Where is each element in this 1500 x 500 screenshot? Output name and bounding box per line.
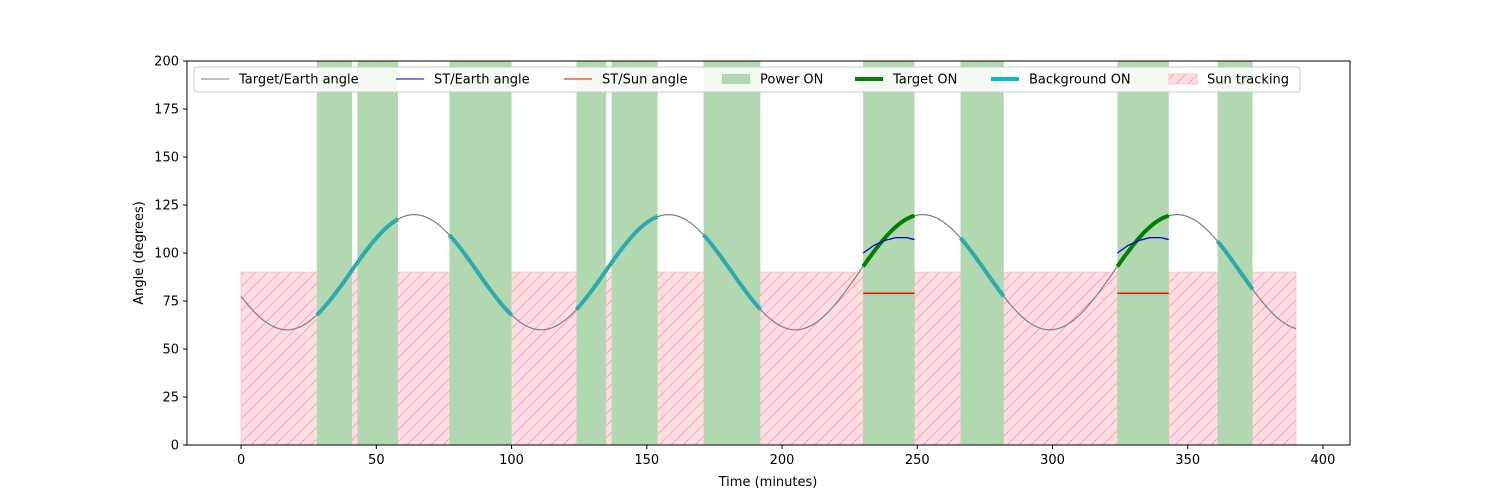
legend-label: Background ON (1029, 73, 1131, 88)
legend-label: Target ON (892, 73, 957, 88)
y-tick-label: 25 (162, 391, 179, 406)
x-tick-label: 50 (368, 453, 385, 468)
legend-swatch (1168, 73, 1198, 85)
y-tick-label: 100 (154, 247, 179, 262)
sun-tracking-band (914, 271, 1118, 445)
legend-label: ST/Sun angle (602, 73, 688, 88)
x-tick-label: 400 (1311, 453, 1336, 468)
x-tick-label: 150 (634, 453, 659, 468)
legend-label: Power ON (760, 73, 823, 88)
x-tick-label: 250 (905, 453, 930, 468)
y-tick-label: 50 (162, 343, 179, 358)
angle-series (240, 213, 1297, 331)
background-on-segment (1215, 239, 1255, 291)
legend: Target/Earth angle ST/Earth angle ST/Sun a… (193, 66, 1301, 93)
legend-swatch (722, 74, 750, 84)
x-tick-label: 100 (499, 453, 524, 468)
power-on-band (960, 61, 1004, 445)
legend-label: Sun tracking (1207, 73, 1289, 88)
legend-label: Target/Earth angle (238, 73, 359, 88)
y-tick-label: 175 (154, 103, 179, 118)
power-on-band (576, 61, 607, 445)
x-tick-label: 300 (1040, 453, 1065, 468)
x-axis-title: Time (minutes) (718, 475, 818, 490)
y-tick-label: 75 (162, 295, 179, 310)
background-on-segment (447, 233, 513, 317)
st-earth-angle-line (1117, 236, 1169, 254)
y-axis-title: Angle (degrees) (132, 201, 147, 305)
power-on-band (703, 61, 761, 445)
background-on-segment (574, 214, 659, 311)
power-on-band (449, 61, 512, 445)
background-on-segment (315, 217, 399, 317)
x-tick-label: 0 (237, 453, 245, 468)
y-tick-label: 200 (154, 55, 179, 70)
legend-label: ST/Earth angle (434, 73, 530, 88)
target-on-segment (861, 213, 916, 268)
y-tick-label: 150 (154, 151, 179, 166)
y-tick-label: 125 (154, 199, 179, 214)
power-on-band (1217, 61, 1253, 445)
axes: 0 50 100 150 200 250 300 350 400 0 25 50 75 100 125 150… (154, 55, 1335, 469)
x-tick-label: 350 (1175, 453, 1200, 468)
background-on-segment (959, 236, 1006, 298)
background-on-segment (702, 233, 762, 311)
st-earth-angle-line (862, 236, 915, 254)
y-tick-label: 0 (171, 439, 179, 454)
x-tick-label: 200 (770, 453, 795, 468)
power-on-band (316, 61, 352, 445)
target-on-segment (1115, 213, 1170, 268)
